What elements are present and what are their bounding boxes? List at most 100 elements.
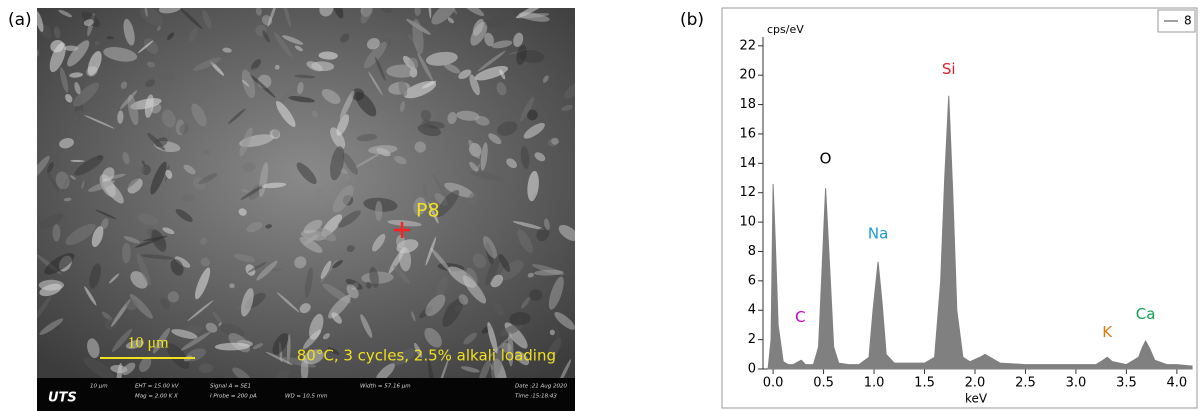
peak-label: Na (868, 224, 888, 242)
sem-grain (122, 151, 130, 165)
sem-grain (546, 337, 562, 362)
sem-grain (299, 303, 311, 314)
sem-grain (275, 368, 290, 378)
sem-grain (330, 127, 346, 149)
sem-grain (65, 223, 96, 246)
sem-grain (314, 186, 325, 210)
peak-label: Si (942, 60, 956, 78)
sem-grain (487, 321, 498, 354)
sem-grain (432, 173, 450, 202)
sem-grain (246, 221, 263, 233)
sem-grain (318, 51, 338, 60)
x-axis-label: keV (965, 392, 988, 406)
sem-grain (241, 288, 254, 317)
sem-grain (44, 252, 75, 275)
sem-grain (150, 161, 167, 195)
peak-label: Ca (1136, 305, 1156, 323)
sem-grain (212, 311, 223, 324)
sem-grain (252, 343, 264, 350)
sem-grain (67, 40, 90, 67)
sem-grain (250, 59, 261, 71)
sem-grain (88, 180, 116, 192)
sem-grain (271, 268, 283, 271)
sem-grain (517, 229, 533, 253)
sem-grain (191, 103, 207, 127)
footer-item: Signal A = SE1 (210, 384, 251, 390)
panel-label: (b) (680, 10, 704, 30)
y-tick-label: 12 (739, 185, 756, 200)
sem-grain (438, 359, 449, 378)
sem-grain (120, 81, 128, 89)
sem-grain (386, 64, 418, 78)
sem-grain (309, 313, 324, 340)
y-tick-label: 2 (748, 332, 756, 347)
sem-grain (74, 81, 81, 95)
sem-grain (240, 184, 265, 201)
sem-grain (202, 10, 212, 29)
sem-grain (491, 40, 513, 49)
sem-grain (205, 322, 218, 333)
sem-grain (152, 327, 171, 354)
sem-grain (179, 8, 203, 30)
sem-grain (456, 110, 480, 121)
sem-grain (276, 292, 300, 313)
sem-grain (304, 267, 313, 299)
sem-grain (498, 254, 511, 272)
sem-grain (428, 8, 432, 19)
sem-grain (332, 260, 343, 269)
sem-grain (392, 348, 416, 366)
sem-grain (166, 343, 190, 369)
sem-grain (137, 40, 154, 54)
footer-item: WD = 10.5 mm (285, 394, 328, 400)
sem-grain (91, 226, 104, 248)
sem-grain (425, 294, 446, 317)
sem-grain (265, 351, 293, 366)
sem-grain (533, 269, 564, 276)
sem-grain (37, 49, 39, 57)
sem-grain (241, 189, 250, 193)
sem-grain (198, 363, 214, 374)
footer-item: I Probe = 200 pA (210, 394, 257, 400)
sem-grain (428, 360, 436, 378)
sem-grain (70, 159, 85, 162)
sem-grain (372, 233, 386, 252)
sem-grain (339, 90, 355, 120)
sem-grain (520, 96, 535, 122)
sem-grain (214, 342, 250, 351)
sem-grain (59, 67, 69, 93)
sem-grain (167, 32, 175, 40)
sem-grain (515, 350, 530, 366)
sem-grain (428, 202, 439, 224)
sem-grain (512, 221, 545, 230)
sem-grain (454, 304, 463, 312)
sem-grain (161, 109, 176, 128)
sem-grain (542, 75, 549, 83)
sem-grain (303, 234, 320, 245)
sem-grain (239, 127, 253, 157)
sem-grain (468, 139, 481, 159)
sem-grain (198, 173, 218, 185)
y-tick-label: 6 (748, 273, 756, 288)
sem-grain (37, 296, 51, 319)
sem-grain (203, 149, 210, 155)
sem-grain (396, 235, 406, 249)
sem-grain (462, 275, 487, 304)
sem-grain (242, 162, 256, 173)
sem-grain (83, 357, 115, 378)
sem-grain (140, 254, 174, 260)
sem-grain (548, 276, 564, 310)
sem-grain (303, 219, 323, 234)
y-tick-label: 10 (739, 215, 756, 230)
sem-grain (393, 265, 410, 284)
sem-grain (460, 366, 480, 373)
sem-grain (425, 236, 437, 266)
sem-grain (515, 8, 546, 19)
sem-grain (424, 327, 442, 348)
y-axis-label: cps/eV (767, 23, 804, 36)
sem-grain (500, 260, 524, 281)
sem-grain (84, 115, 115, 129)
sem-grain (444, 302, 453, 314)
sem-grain (430, 247, 451, 273)
sem-grain (47, 162, 54, 174)
sem-grain (319, 8, 334, 17)
